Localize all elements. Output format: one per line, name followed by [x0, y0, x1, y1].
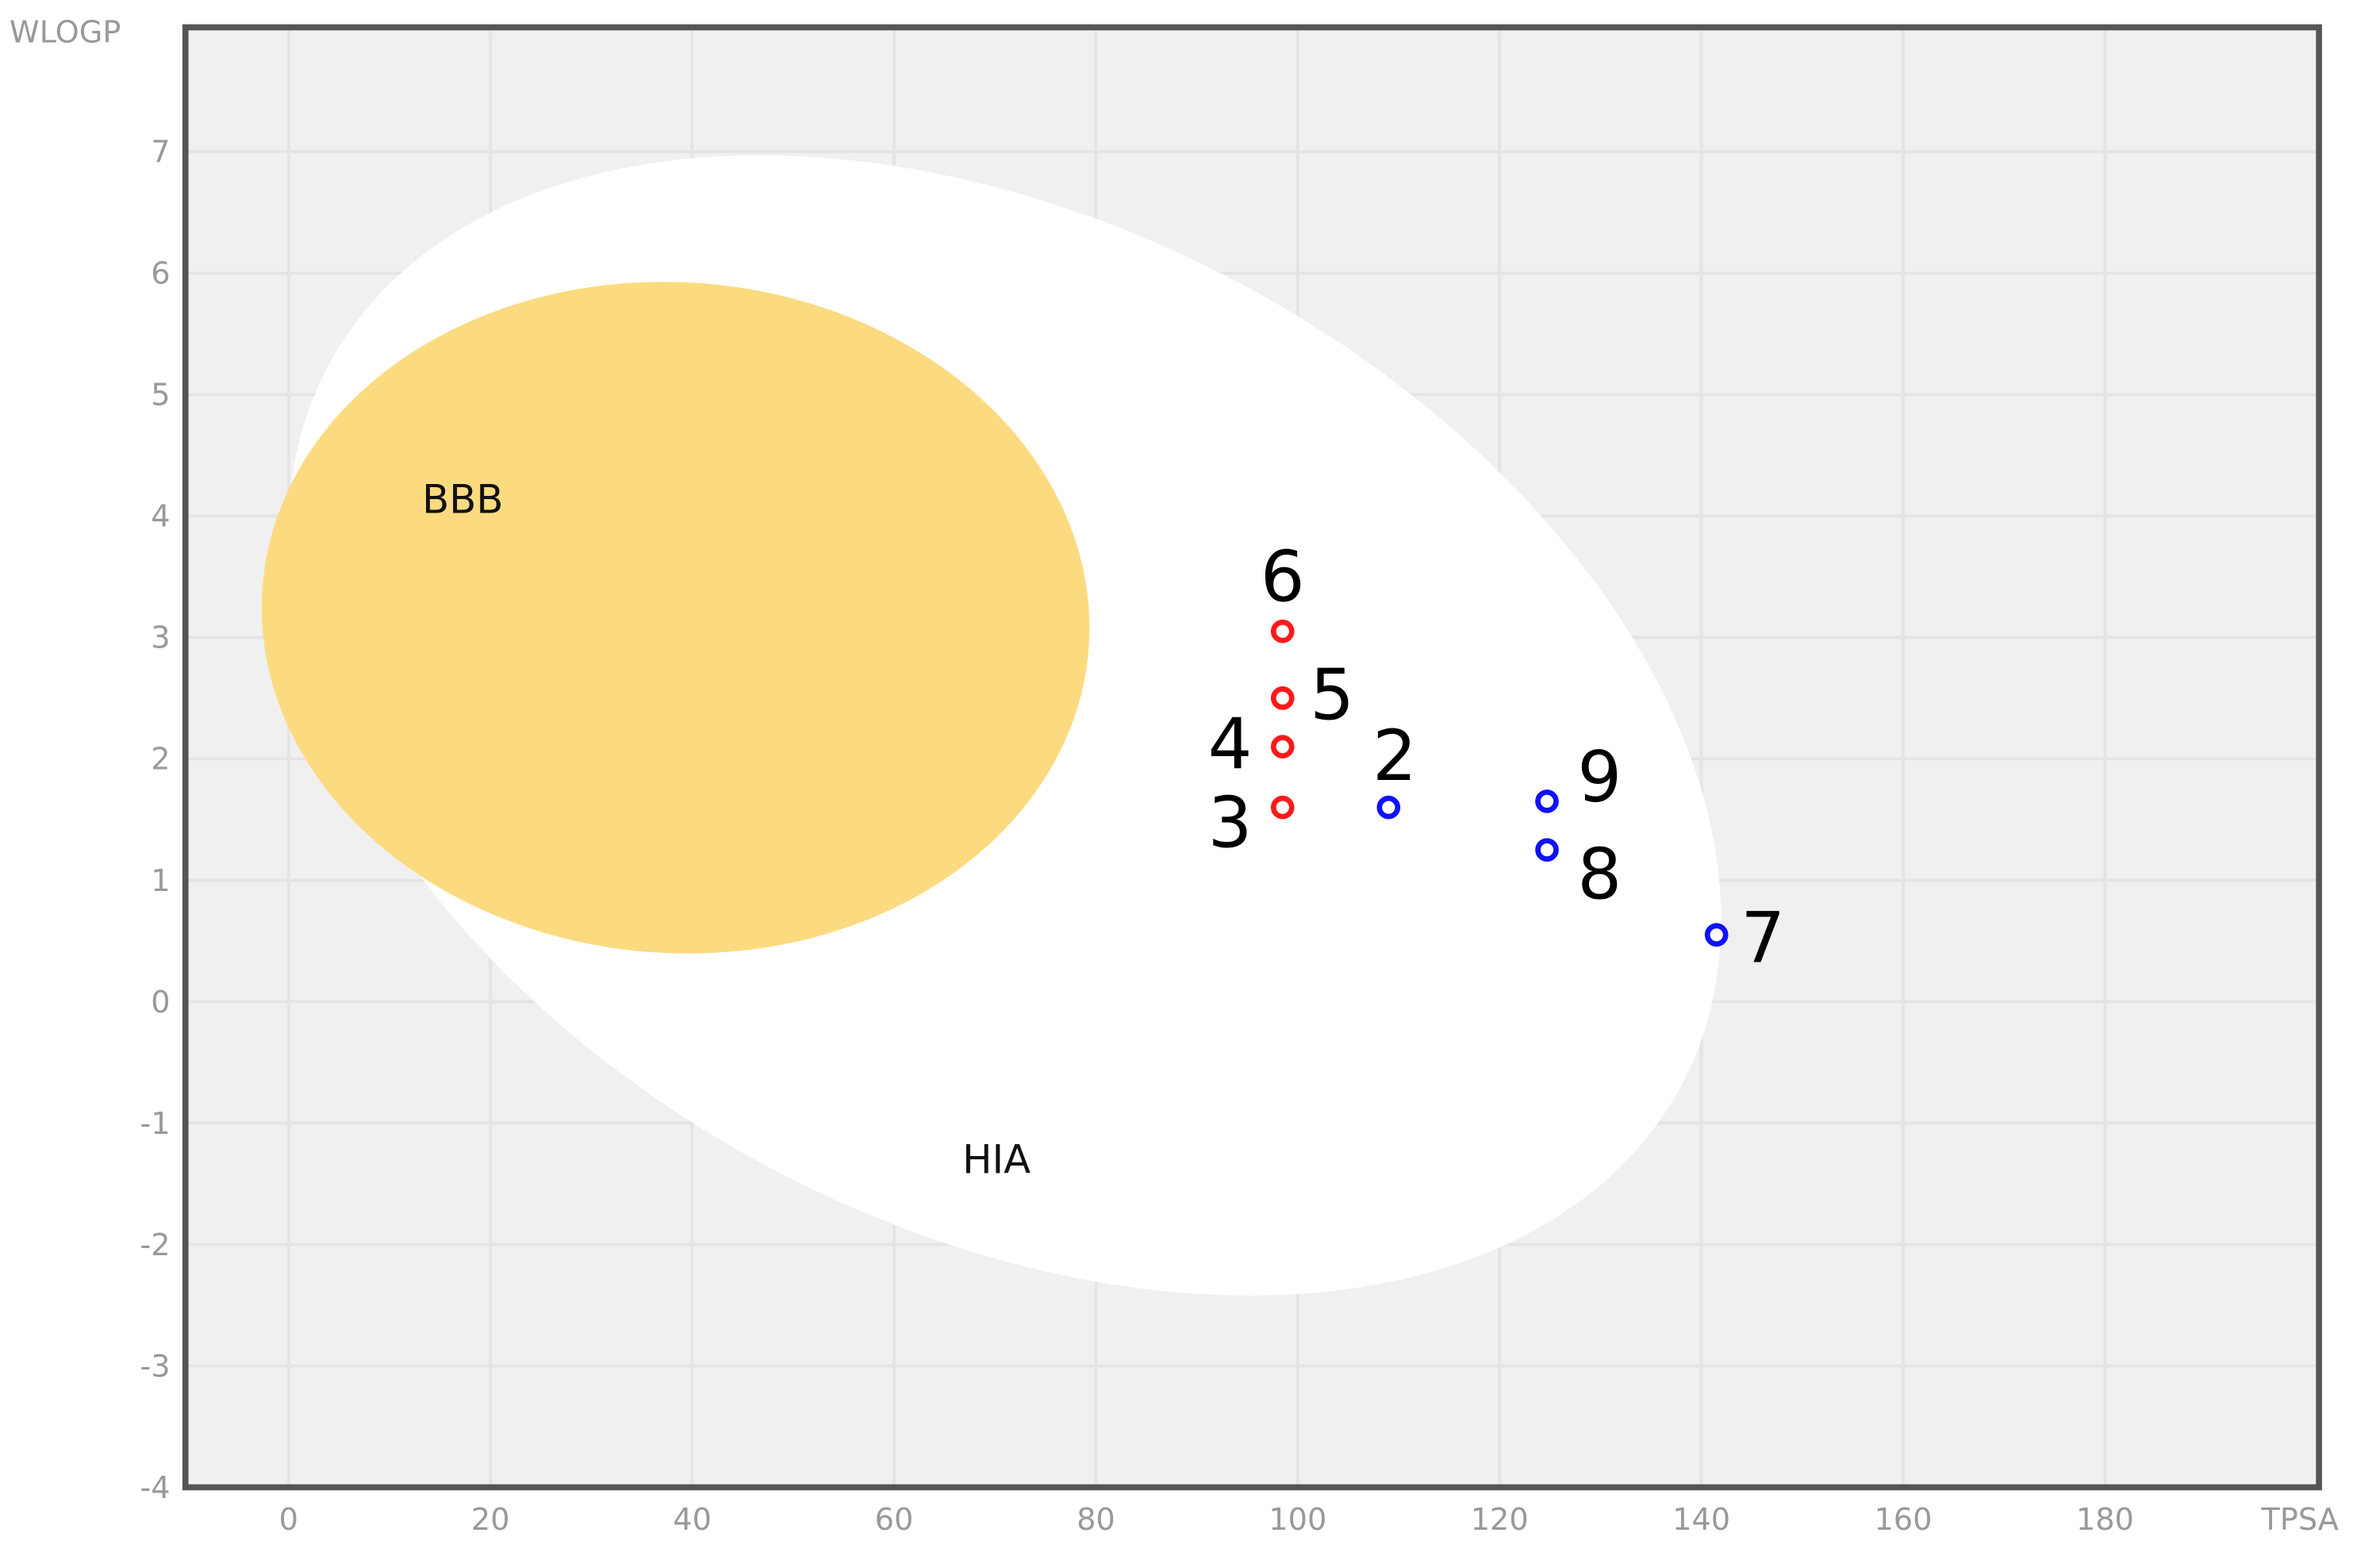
x-tick-label: 100 [1269, 1502, 1326, 1538]
data-point-3 [1270, 795, 1295, 820]
x-tick-label: 80 [1077, 1502, 1115, 1538]
x-tick-label: 120 [1471, 1502, 1529, 1538]
data-point-8 [1535, 838, 1559, 862]
x-tick-label: 40 [673, 1502, 712, 1538]
data-point-5 [1270, 686, 1295, 710]
y-axis-label: WLOGP [10, 15, 121, 51]
point-label-5: 5 [1310, 655, 1354, 736]
y-tick-label: -1 [140, 1106, 170, 1142]
x-tick-label: 20 [471, 1502, 510, 1538]
y-tick-label: 4 [151, 499, 170, 535]
bbb-region [261, 282, 1090, 954]
point-label-9: 9 [1577, 736, 1622, 818]
y-tick-label: 3 [151, 620, 170, 656]
x-tick-label: 60 [875, 1502, 914, 1538]
x-axis-label: TPSA [2260, 1502, 2339, 1538]
x-tick-label: 180 [2076, 1502, 2134, 1538]
point-label-8: 8 [1577, 833, 1622, 915]
y-tick-label: -4 [140, 1470, 170, 1506]
data-point-2 [1376, 795, 1401, 820]
y-tick-label: 7 [151, 135, 170, 171]
point-label-4: 4 [1208, 703, 1253, 785]
x-tick-labels: 0 20 40 60 80 100 120 140 160 180 [279, 1502, 2134, 1538]
y-tick-label: 2 [151, 742, 170, 778]
y-tick-label: -3 [140, 1349, 170, 1385]
x-tick-label: 0 [279, 1502, 298, 1538]
y-tick-label: 0 [151, 985, 170, 1020]
data-point-7 [1704, 923, 1729, 947]
y-tick-label: 6 [151, 256, 170, 292]
y-tick-labels: -4 -3 -2 -1 0 1 2 3 4 5 6 7 [140, 135, 170, 1506]
y-tick-label: 5 [151, 378, 170, 413]
point-label-3: 3 [1208, 782, 1253, 863]
point-label-2: 2 [1372, 715, 1417, 797]
data-point-9 [1535, 789, 1559, 813]
y-tick-label: 1 [151, 863, 170, 899]
region-label-bbb: BBB [422, 477, 503, 523]
data-point-4 [1270, 735, 1295, 759]
point-label-7: 7 [1741, 897, 1785, 979]
x-tick-label: 160 [1874, 1502, 1932, 1538]
data-point-6 [1270, 619, 1295, 643]
plot-frame [182, 24, 2322, 1491]
point-label-6: 6 [1261, 536, 1305, 617]
y-tick-label: -2 [140, 1227, 170, 1263]
x-tick-label: 140 [1672, 1502, 1730, 1538]
region-label-hia: HIA [962, 1137, 1031, 1183]
